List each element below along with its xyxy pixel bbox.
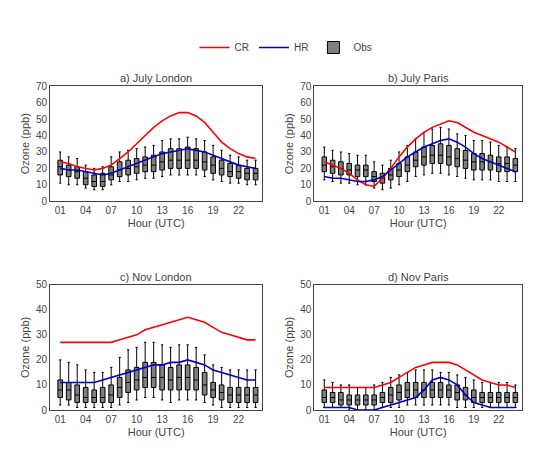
svg-text:13: 13 [157, 414, 169, 425]
svg-text:c) Nov London: c) Nov London [120, 271, 192, 283]
svg-text:20: 20 [36, 163, 48, 174]
svg-text:16: 16 [182, 414, 194, 425]
svg-text:16: 16 [443, 205, 455, 216]
svg-text:0: 0 [41, 196, 47, 207]
svg-text:b) July Paris: b) July Paris [388, 72, 449, 84]
svg-text:01: 01 [319, 205, 331, 216]
svg-text:22: 22 [493, 205, 505, 216]
svg-text:50: 50 [36, 114, 48, 125]
svg-text:04: 04 [344, 205, 356, 216]
svg-text:70: 70 [300, 81, 312, 92]
svg-text:60: 60 [300, 97, 312, 108]
svg-text:0: 0 [306, 405, 312, 416]
svg-text:Ozone (ppb): Ozone (ppb) [19, 317, 31, 378]
svg-text:10: 10 [393, 414, 405, 425]
svg-text:a) July London: a) July London [120, 72, 192, 84]
svg-text:Hour (UTC): Hour (UTC) [390, 426, 447, 438]
svg-text:HR: HR [294, 42, 308, 53]
svg-text:16: 16 [443, 414, 455, 425]
svg-text:50: 50 [300, 279, 312, 290]
svg-text:19: 19 [208, 205, 220, 216]
svg-text:07: 07 [106, 414, 118, 425]
svg-text:50: 50 [300, 114, 312, 125]
svg-text:60: 60 [36, 97, 48, 108]
svg-text:19: 19 [208, 414, 220, 425]
svg-text:CR: CR [235, 42, 249, 53]
svg-text:0: 0 [306, 196, 312, 207]
svg-text:04: 04 [80, 205, 92, 216]
svg-text:30: 30 [36, 146, 48, 157]
svg-text:40: 40 [300, 130, 312, 141]
svg-text:0: 0 [41, 405, 47, 416]
svg-text:04: 04 [344, 414, 356, 425]
svg-text:Obs: Obs [353, 42, 371, 53]
svg-text:07: 07 [369, 205, 381, 216]
svg-text:01: 01 [55, 205, 67, 216]
svg-text:10: 10 [36, 379, 48, 390]
svg-text:19: 19 [468, 205, 480, 216]
svg-text:07: 07 [106, 205, 118, 216]
svg-text:19: 19 [468, 414, 480, 425]
svg-text:13: 13 [418, 205, 430, 216]
svg-text:30: 30 [300, 146, 312, 157]
svg-text:Ozone (ppb): Ozone (ppb) [283, 317, 295, 378]
svg-text:16: 16 [182, 205, 194, 216]
svg-text:20: 20 [36, 354, 48, 365]
svg-text:Hour (UTC): Hour (UTC) [390, 217, 447, 229]
svg-text:Hour (UTC): Hour (UTC) [128, 217, 185, 229]
svg-text:10: 10 [300, 179, 312, 190]
svg-text:Ozone (ppb): Ozone (ppb) [283, 113, 295, 174]
svg-text:Hour (UTC): Hour (UTC) [128, 426, 185, 438]
svg-text:20: 20 [300, 163, 312, 174]
svg-text:10: 10 [131, 414, 143, 425]
svg-text:10: 10 [300, 379, 312, 390]
svg-text:13: 13 [418, 414, 430, 425]
svg-text:04: 04 [80, 414, 92, 425]
svg-text:50: 50 [36, 279, 48, 290]
svg-text:22: 22 [233, 205, 245, 216]
svg-text:d) Nov Paris: d) Nov Paris [388, 271, 449, 283]
svg-text:07: 07 [369, 414, 381, 425]
svg-text:40: 40 [36, 130, 48, 141]
svg-text:30: 30 [36, 329, 48, 340]
svg-text:40: 40 [300, 304, 312, 315]
svg-text:10: 10 [36, 179, 48, 190]
svg-text:10: 10 [131, 205, 143, 216]
svg-text:40: 40 [36, 304, 48, 315]
svg-text:Ozone (ppb): Ozone (ppb) [19, 113, 31, 174]
svg-text:10: 10 [393, 205, 405, 216]
svg-text:22: 22 [233, 414, 245, 425]
svg-text:30: 30 [300, 329, 312, 340]
svg-text:01: 01 [55, 414, 67, 425]
svg-text:01: 01 [319, 414, 331, 425]
svg-text:22: 22 [493, 414, 505, 425]
svg-text:70: 70 [36, 81, 48, 92]
svg-text:13: 13 [157, 205, 169, 216]
svg-text:20: 20 [300, 354, 312, 365]
